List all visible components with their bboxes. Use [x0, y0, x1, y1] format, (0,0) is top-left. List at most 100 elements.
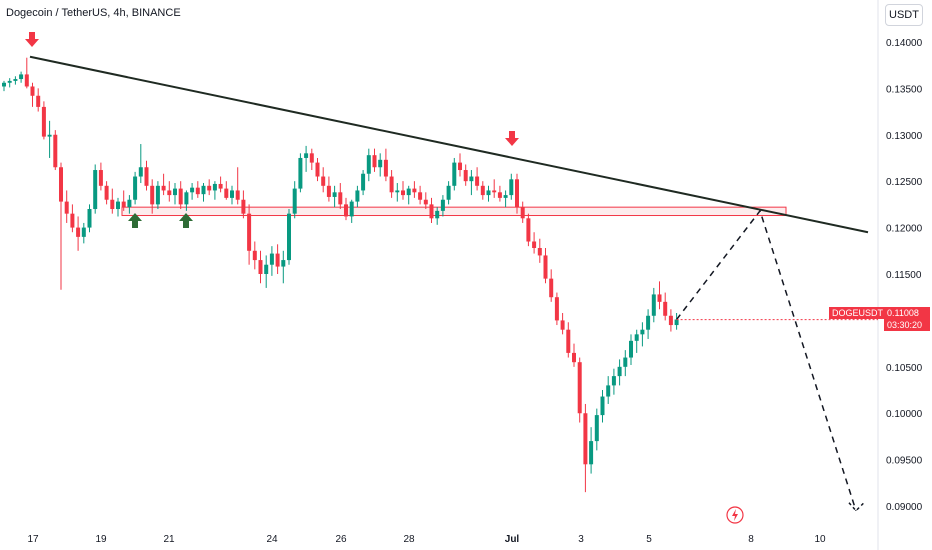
candle [412, 188, 417, 193]
candle [469, 176, 474, 182]
y-tick-label: 0.12000 [886, 224, 923, 235]
candle [600, 396, 605, 416]
candle [298, 157, 303, 189]
candle [355, 190, 360, 202]
candle [583, 413, 588, 465]
candle [195, 187, 200, 195]
y-tick-label: 0.10500 [886, 363, 923, 374]
candle [423, 199, 428, 205]
x-tick-label: 3 [578, 534, 584, 545]
candle [554, 297, 559, 321]
candle [36, 95, 41, 107]
x-tick-label: 28 [403, 534, 415, 545]
candle [657, 294, 662, 302]
projection-arrowhead [848, 502, 865, 512]
lightning-icon[interactable] [726, 506, 744, 524]
candle [634, 334, 639, 341]
candle [589, 441, 594, 465]
candle [281, 260, 286, 267]
candle [361, 173, 366, 191]
candle [617, 366, 622, 377]
candle [668, 315, 673, 326]
candle [577, 362, 582, 414]
candle [155, 185, 160, 205]
candle [207, 185, 212, 191]
currency-button[interactable]: USDT [885, 4, 923, 26]
candle [138, 167, 143, 177]
candle [167, 190, 172, 196]
candle [173, 188, 177, 196]
candle [566, 329, 571, 353]
candle [224, 188, 229, 198]
candle [76, 227, 81, 237]
candle [435, 210, 440, 219]
candle [7, 80, 12, 83]
candle [121, 201, 126, 208]
candle [526, 218, 531, 242]
candle [304, 153, 309, 158]
candle [492, 190, 497, 193]
candle [532, 241, 537, 249]
candle [344, 204, 348, 217]
candle [395, 190, 400, 193]
y-tick-label: 0.12500 [886, 177, 923, 188]
candle [458, 162, 462, 171]
candle [515, 179, 519, 208]
candle [406, 188, 411, 196]
x-tick-label: Jul [505, 534, 520, 545]
candle [264, 264, 269, 274]
candle [13, 79, 18, 81]
projection-path[interactable] [676, 209, 857, 511]
candle [497, 192, 502, 198]
x-tick-label: 19 [95, 534, 107, 545]
candle [475, 176, 480, 186]
candle [572, 352, 576, 363]
candle [623, 357, 628, 367]
candle [429, 204, 434, 219]
candle [646, 315, 651, 330]
candle [64, 201, 69, 214]
candle [19, 74, 24, 80]
candle [41, 106, 46, 137]
symbol-tag: DOGEUSDT [829, 307, 887, 319]
candle [87, 209, 92, 228]
candle [184, 192, 189, 205]
candle [47, 134, 52, 137]
candle [537, 248, 542, 256]
y-tick-label: 0.09500 [886, 456, 923, 467]
candle [309, 153, 314, 163]
candle [629, 340, 633, 358]
candle [93, 170, 98, 210]
candle [2, 82, 6, 87]
candle [349, 201, 354, 217]
y-tick-label: 0.11500 [886, 270, 922, 281]
x-tick-label: 21 [163, 534, 175, 545]
candle [543, 255, 548, 279]
candle [247, 213, 252, 251]
chart-title: Dogecoin / TetherUS, 4h, BINANCE [6, 7, 181, 19]
candle [446, 185, 451, 200]
trendline[interactable] [29, 55, 869, 234]
candle [98, 170, 103, 186]
candle [269, 253, 274, 265]
candle [24, 74, 29, 87]
candle [252, 250, 257, 261]
candle [372, 155, 377, 168]
candle [201, 185, 206, 195]
candle [70, 213, 75, 228]
support-zone[interactable] [121, 206, 787, 217]
candle [332, 192, 337, 197]
candle [235, 190, 240, 200]
candle [258, 260, 263, 274]
countdown-tag: 03:30:20 [884, 319, 930, 331]
candle [509, 179, 514, 196]
candle [218, 183, 223, 189]
candle [110, 199, 115, 210]
candle [178, 188, 183, 205]
candle [81, 227, 86, 237]
candle [389, 176, 394, 193]
red-down-arrow-icon [505, 131, 519, 146]
candle [104, 185, 109, 200]
candle [326, 185, 331, 197]
